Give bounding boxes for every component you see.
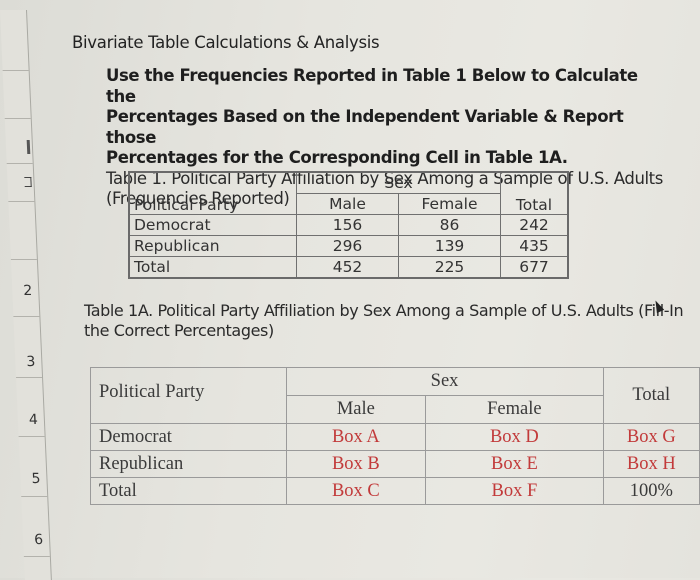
table-row: Total Box C Box F 100% [90, 477, 700, 505]
sidebar-item-5[interactable]: 5 [18, 436, 48, 497]
page-title: Bivariate Table Calculations & Analysis [72, 33, 380, 52]
header-sex: Sex [296, 171, 501, 194]
sidebar-item[interactable] [2, 70, 31, 119]
table-row: Total 452 225 677 [128, 256, 569, 279]
table-row: Republican 296 139 435 [128, 235, 569, 257]
header-female: Female [425, 395, 604, 424]
header-political-party: Political Party [128, 171, 297, 215]
header-sex: Sex [285, 367, 604, 396]
box-h: Box H [602, 450, 700, 478]
box-b: Box B [285, 450, 427, 478]
box-f: Box F [425, 477, 604, 505]
table-1a-percentages: Political Party Sex Total Male Female De… [90, 367, 700, 505]
checkbox-icon [24, 177, 32, 187]
table1a-caption: Table 1A. Political Party Affiliation by… [84, 301, 684, 340]
sidebar-item[interactable] [6, 163, 35, 202]
instruction-line: Percentages Based on the Independent Var… [106, 107, 624, 147]
instruction-line: Use the Frequencies Reported in Table 1 … [106, 66, 638, 106]
header-total: Total [500, 171, 569, 215]
header-female: Female [398, 193, 501, 215]
sidebar-item-3[interactable]: 3 [13, 316, 43, 378]
box-d: Box D [425, 423, 604, 451]
bookmark-icon [26, 140, 31, 154]
sidebar: 2 3 4 5 6 [0, 10, 52, 580]
box-c: Box C [285, 477, 427, 505]
grand-total: 100% [602, 477, 700, 505]
table-1-frequencies: Political Party Sex Total Male Female De… [128, 171, 569, 279]
box-a: Box A [285, 423, 427, 451]
sidebar-item-2[interactable]: 2 [10, 259, 40, 317]
table-row: Republican Box B Box E Box H [90, 450, 700, 478]
header-male: Male [296, 193, 399, 215]
header-total: Total [602, 367, 700, 424]
sidebar-item[interactable] [0, 10, 29, 71]
sidebar-item[interactable] [4, 118, 33, 164]
box-g: Box G [602, 423, 700, 451]
sidebar-item-4[interactable]: 4 [16, 377, 45, 437]
sidebar-item[interactable] [8, 201, 37, 260]
box-e: Box E [425, 450, 604, 478]
header-political-party: Political Party [90, 367, 287, 424]
header-male: Male [285, 395, 427, 424]
instruction-line: Percentages for the Corresponding Cell i… [106, 148, 568, 167]
table-row: Democrat 156 86 242 [128, 214, 569, 236]
table-row: Democrat Box A Box D Box G [90, 423, 700, 451]
sidebar-item-6[interactable]: 6 [21, 496, 50, 557]
